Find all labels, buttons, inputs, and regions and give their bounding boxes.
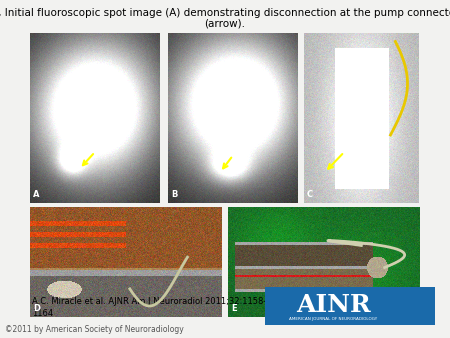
Text: C: C — [307, 190, 313, 199]
Text: AINR: AINR — [296, 293, 370, 317]
Bar — [265, 287, 435, 325]
Text: AMERICAN JOURNAL OF NEURORADIOLOGY: AMERICAN JOURNAL OF NEURORADIOLOGY — [289, 317, 377, 321]
Text: A.C. Miracle et al. AJNR Am J Neuroradiol 2011;32:1158-
1164: A.C. Miracle et al. AJNR Am J Neuroradio… — [32, 297, 266, 318]
Text: A, Initial fluoroscopic spot image (A) demonstrating disconnection at the pump c: A, Initial fluoroscopic spot image (A) d… — [0, 8, 450, 18]
Text: ©2011 by American Society of Neuroradiology: ©2011 by American Society of Neuroradiol… — [5, 325, 184, 334]
Text: D: D — [33, 304, 40, 313]
Text: A: A — [33, 190, 40, 199]
Text: B: B — [171, 190, 177, 199]
Text: E: E — [231, 304, 237, 313]
Text: (arrow).: (arrow). — [204, 19, 246, 29]
